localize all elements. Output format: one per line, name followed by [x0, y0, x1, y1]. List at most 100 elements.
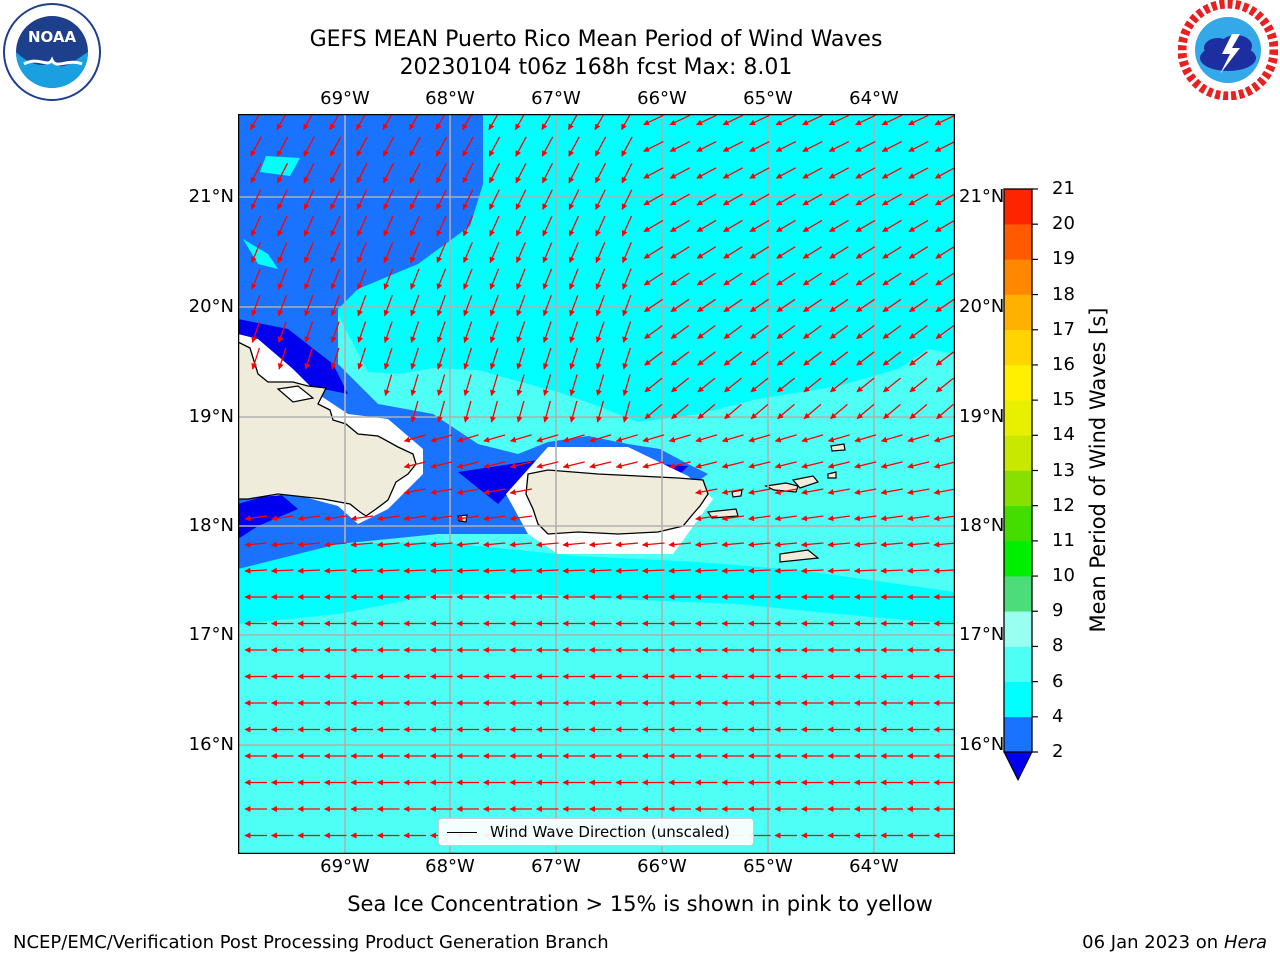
wave-direction-arrow: [935, 246, 955, 259]
wave-direction-arrow: [435, 114, 446, 131]
wave-direction-arrow: [595, 215, 606, 237]
wave-direction-arrow: [536, 434, 559, 443]
wave-direction-arrow: [595, 242, 606, 264]
wave-direction-arrow: [776, 377, 796, 393]
wave-direction-arrow: [403, 515, 426, 522]
wave-direction-arrow: [562, 461, 585, 469]
wave-direction-arrow: [721, 541, 745, 548]
wave-direction-arrow: [827, 434, 850, 443]
wave-direction-arrow: [515, 136, 527, 157]
wave-direction-arrow: [323, 567, 347, 574]
wave-direction-arrow: [516, 374, 525, 397]
wave-direction-arrow: [748, 515, 771, 522]
wave-direction-arrow: [251, 268, 261, 290]
wave-direction-arrow: [615, 567, 639, 574]
wave-direction-arrow: [615, 434, 638, 443]
wave-direction-arrow: [827, 541, 851, 548]
wave-direction-arrow: [669, 167, 691, 179]
wave-direction-arrow: [429, 567, 453, 574]
wave-direction-arrow: [827, 515, 850, 522]
wave-direction-arrow: [749, 272, 770, 286]
wave-direction-arrow: [436, 215, 447, 237]
wave-direction-arrow: [909, 403, 928, 420]
wave-direction-arrow: [430, 461, 453, 469]
wave-direction-arrow: [829, 298, 849, 313]
wave-direction-arrow: [856, 403, 875, 420]
wave-direction-arrow: [882, 298, 902, 313]
wave-direction-arrow: [569, 268, 579, 290]
lon-label-top: 69°W: [320, 88, 370, 109]
wave-direction-arrow: [694, 567, 718, 574]
wave-direction-arrow: [277, 242, 288, 264]
wave-direction-arrow: [622, 400, 631, 423]
wave-direction-arrow: [251, 242, 261, 264]
wave-direction-arrow: [542, 242, 553, 264]
wave-direction-arrow: [934, 167, 955, 179]
wave-direction-arrow: [569, 400, 578, 423]
wave-direction-arrow: [803, 377, 822, 393]
wave-direction-arrow: [774, 515, 797, 522]
wave-direction-arrow: [356, 215, 368, 237]
wave-direction-arrow: [670, 377, 690, 393]
wave-direction-arrow: [456, 541, 480, 548]
colorbar-under-extend: [1003, 751, 1033, 782]
wave-direction-arrow: [330, 347, 340, 370]
wave-direction-arrow: [357, 294, 367, 317]
colorbar: [1003, 188, 1038, 782]
wave-direction-arrow: [621, 162, 633, 184]
wave-direction-arrow: [696, 167, 717, 179]
wave-direction-arrow: [723, 246, 743, 259]
ocean-pocket: [243, 239, 278, 269]
wave-direction-arrow: [356, 189, 368, 210]
lat-label-right: 20°N: [959, 296, 1005, 317]
wave-direction-arrow: [383, 294, 393, 317]
colorbar-segment: [1004, 646, 1032, 682]
wave-direction-arrow: [909, 377, 928, 393]
wave-direction-arrow: [304, 294, 314, 317]
wave-direction-arrow: [304, 347, 314, 370]
wave-direction-arrow: [330, 242, 341, 264]
wave-direction-arrow: [516, 294, 526, 317]
wave-direction-arrow: [383, 189, 394, 210]
wave-direction-arrow: [881, 193, 902, 206]
wave-direction-arrow: [430, 515, 453, 522]
wave-direction-arrow: [542, 189, 553, 210]
wave-direction-arrow: [383, 215, 394, 237]
wave-direction-arrow: [774, 567, 798, 574]
wave-direction-arrow: [297, 567, 321, 574]
wave-direction-arrow: [276, 136, 289, 157]
wave-direction-arrow: [881, 219, 902, 233]
wave-direction-arrow: [589, 434, 612, 443]
wave-direction-arrow: [622, 294, 632, 317]
wave-direction-arrow: [588, 567, 612, 574]
colorbar-segment: [1004, 435, 1032, 471]
wave-direction-arrow: [670, 272, 690, 286]
wave-direction-arrow: [855, 219, 876, 233]
colorbar-tick-label: 8: [1052, 635, 1064, 657]
wave-direction-arrow: [802, 298, 822, 313]
wave-direction-arrow: [588, 541, 612, 548]
wave-direction-arrow: [542, 294, 552, 317]
wave-direction-arrow: [543, 374, 552, 397]
wave-direction-arrow: [855, 298, 875, 313]
wave-direction-arrow: [250, 136, 262, 157]
wave-direction-arrow: [620, 114, 632, 131]
wave-direction-arrow: [800, 541, 824, 548]
wave-direction-arrow: [750, 351, 769, 366]
wave-direction-arrow: [410, 294, 420, 317]
map-legend: Wind Wave Direction (unscaled): [438, 818, 754, 846]
wave-direction-arrow: [777, 403, 795, 420]
sea-ice-caption: Sea Ice Concentration > 15% is shown in …: [347, 892, 933, 916]
wave-direction-arrow: [403, 461, 426, 469]
wave-direction-arrow: [908, 246, 929, 259]
wave-direction-arrow: [669, 114, 691, 126]
wave-direction-arrow: [856, 351, 875, 366]
wave-direction-arrow: [516, 321, 526, 343]
lon-label-bottom: 69°W: [320, 856, 370, 877]
wave-direction-arrow: [509, 515, 532, 522]
wave-direction-arrow: [697, 351, 716, 366]
wave-direction-arrow: [802, 272, 823, 286]
wave-direction-arrow: [933, 515, 955, 522]
wave-direction-arrow: [829, 351, 849, 366]
wave-direction-arrow: [568, 136, 580, 157]
